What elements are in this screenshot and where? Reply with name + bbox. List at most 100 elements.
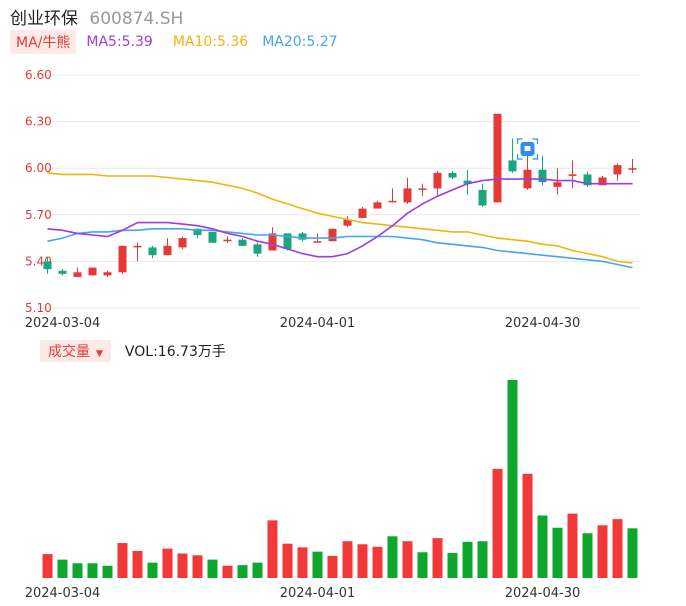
candle[interactable] [103, 272, 112, 276]
candle[interactable] [628, 168, 637, 170]
volume-bar[interactable] [192, 555, 203, 578]
volume-bar[interactable] [177, 553, 188, 578]
volume-bar[interactable] [207, 559, 218, 578]
volume-bar[interactable] [252, 562, 263, 578]
candle[interactable] [283, 233, 292, 249]
volume-bar[interactable] [237, 565, 248, 578]
candle[interactable] [193, 228, 202, 235]
volume-bar[interactable] [327, 555, 338, 578]
volume-bar[interactable] [297, 547, 308, 578]
volume-bar[interactable] [447, 552, 458, 578]
volume-bar[interactable] [387, 536, 398, 578]
x-tick-label: 2024-04-01 [280, 316, 356, 330]
volume-bar[interactable] [567, 513, 578, 578]
candle[interactable] [583, 174, 592, 186]
volume-value: VOL:16.73万手 [124, 344, 226, 360]
volume-bar[interactable] [147, 562, 158, 578]
candle[interactable] [268, 233, 277, 251]
y-tick-label: 5.70 [25, 208, 52, 222]
candle[interactable] [208, 231, 217, 243]
candle[interactable] [73, 272, 82, 277]
volume-bar[interactable] [117, 543, 128, 578]
candle[interactable] [613, 165, 622, 175]
volume-bar[interactable] [492, 468, 503, 578]
volume-bar[interactable] [417, 552, 428, 578]
volume-bar[interactable] [402, 541, 413, 578]
volume-bar[interactable] [522, 473, 533, 578]
candle[interactable] [403, 188, 412, 203]
volume-bar[interactable] [432, 538, 443, 578]
volume-x-tick-label: 2024-03-04 [25, 586, 101, 601]
candle[interactable] [568, 174, 577, 176]
candle[interactable] [463, 180, 472, 184]
candle[interactable] [538, 169, 547, 183]
x-tick-label: 2024-03-04 [25, 316, 101, 330]
volume-label: 成交量 [48, 344, 90, 360]
volume-bar[interactable] [87, 563, 98, 578]
volume-bar[interactable] [477, 541, 488, 578]
volume-bar[interactable] [462, 541, 473, 578]
candle[interactable] [343, 219, 352, 226]
volume-bar[interactable] [372, 546, 383, 578]
candle[interactable] [508, 160, 517, 172]
volume-bar[interactable] [597, 525, 608, 578]
candle[interactable] [553, 182, 562, 187]
volume-chart[interactable]: 2024-03-04 2024-04-01 2024-04-30 [0, 368, 686, 604]
candle[interactable] [493, 113, 502, 203]
volume-bar[interactable] [162, 548, 173, 578]
volume-bar[interactable] [552, 527, 563, 578]
candle[interactable] [478, 189, 487, 206]
candle[interactable] [238, 239, 247, 246]
volume-bar[interactable] [42, 554, 53, 578]
candle[interactable] [253, 244, 262, 254]
volume-bar[interactable] [267, 520, 278, 578]
y-tick-label: 6.30 [25, 115, 52, 129]
candle[interactable] [433, 172, 442, 189]
notice-icon-frame [516, 138, 539, 160]
volume-bar[interactable] [57, 559, 68, 578]
ma-selector-button[interactable]: MA/牛熊 [10, 30, 77, 54]
candle[interactable] [448, 172, 457, 178]
candle[interactable] [298, 233, 307, 240]
volume-bar[interactable] [282, 543, 293, 578]
candle[interactable] [148, 247, 157, 256]
x-tick-label: 2024-04-30 [505, 316, 581, 330]
volume-bar[interactable] [132, 551, 143, 578]
candle[interactable] [418, 188, 427, 190]
candle[interactable] [223, 239, 232, 242]
candle[interactable] [388, 200, 397, 203]
y-tick-label: 6.60 [25, 68, 52, 82]
volume-bar[interactable] [357, 544, 368, 578]
volume-bar[interactable] [342, 541, 353, 578]
candle[interactable] [358, 208, 367, 218]
candle[interactable] [598, 177, 607, 186]
volume-bar[interactable] [312, 551, 323, 578]
stock-code: 600874.SH [89, 9, 184, 29]
candle[interactable] [118, 245, 127, 273]
volume-bar[interactable] [507, 380, 518, 578]
ma5-value: MA5:5.39 [86, 34, 153, 50]
volume-indicator-selector[interactable]: 成交量 ▼ [40, 340, 111, 362]
candle[interactable] [313, 241, 322, 243]
volume-bar[interactable] [222, 565, 233, 578]
volume-bar[interactable] [72, 563, 83, 578]
candle[interactable] [88, 267, 97, 276]
volume-bar[interactable] [582, 533, 593, 578]
candle[interactable] [133, 245, 142, 248]
volume-bar[interactable] [627, 528, 638, 578]
candle[interactable] [163, 245, 172, 256]
volume-bar[interactable] [102, 565, 113, 578]
candle[interactable] [373, 202, 382, 209]
candle[interactable] [328, 228, 337, 242]
y-tick-label: 6.00 [25, 161, 52, 175]
volume-bar[interactable] [612, 519, 623, 578]
volume-bar[interactable] [537, 515, 548, 578]
notice-icon[interactable] [516, 138, 539, 160]
ma10-line [47, 172, 633, 264]
candle[interactable] [178, 238, 187, 248]
ma5-line [47, 178, 633, 258]
ma10-value: MA10:5.36 [172, 34, 249, 50]
candle[interactable] [43, 261, 52, 270]
candle[interactable] [58, 270, 67, 274]
